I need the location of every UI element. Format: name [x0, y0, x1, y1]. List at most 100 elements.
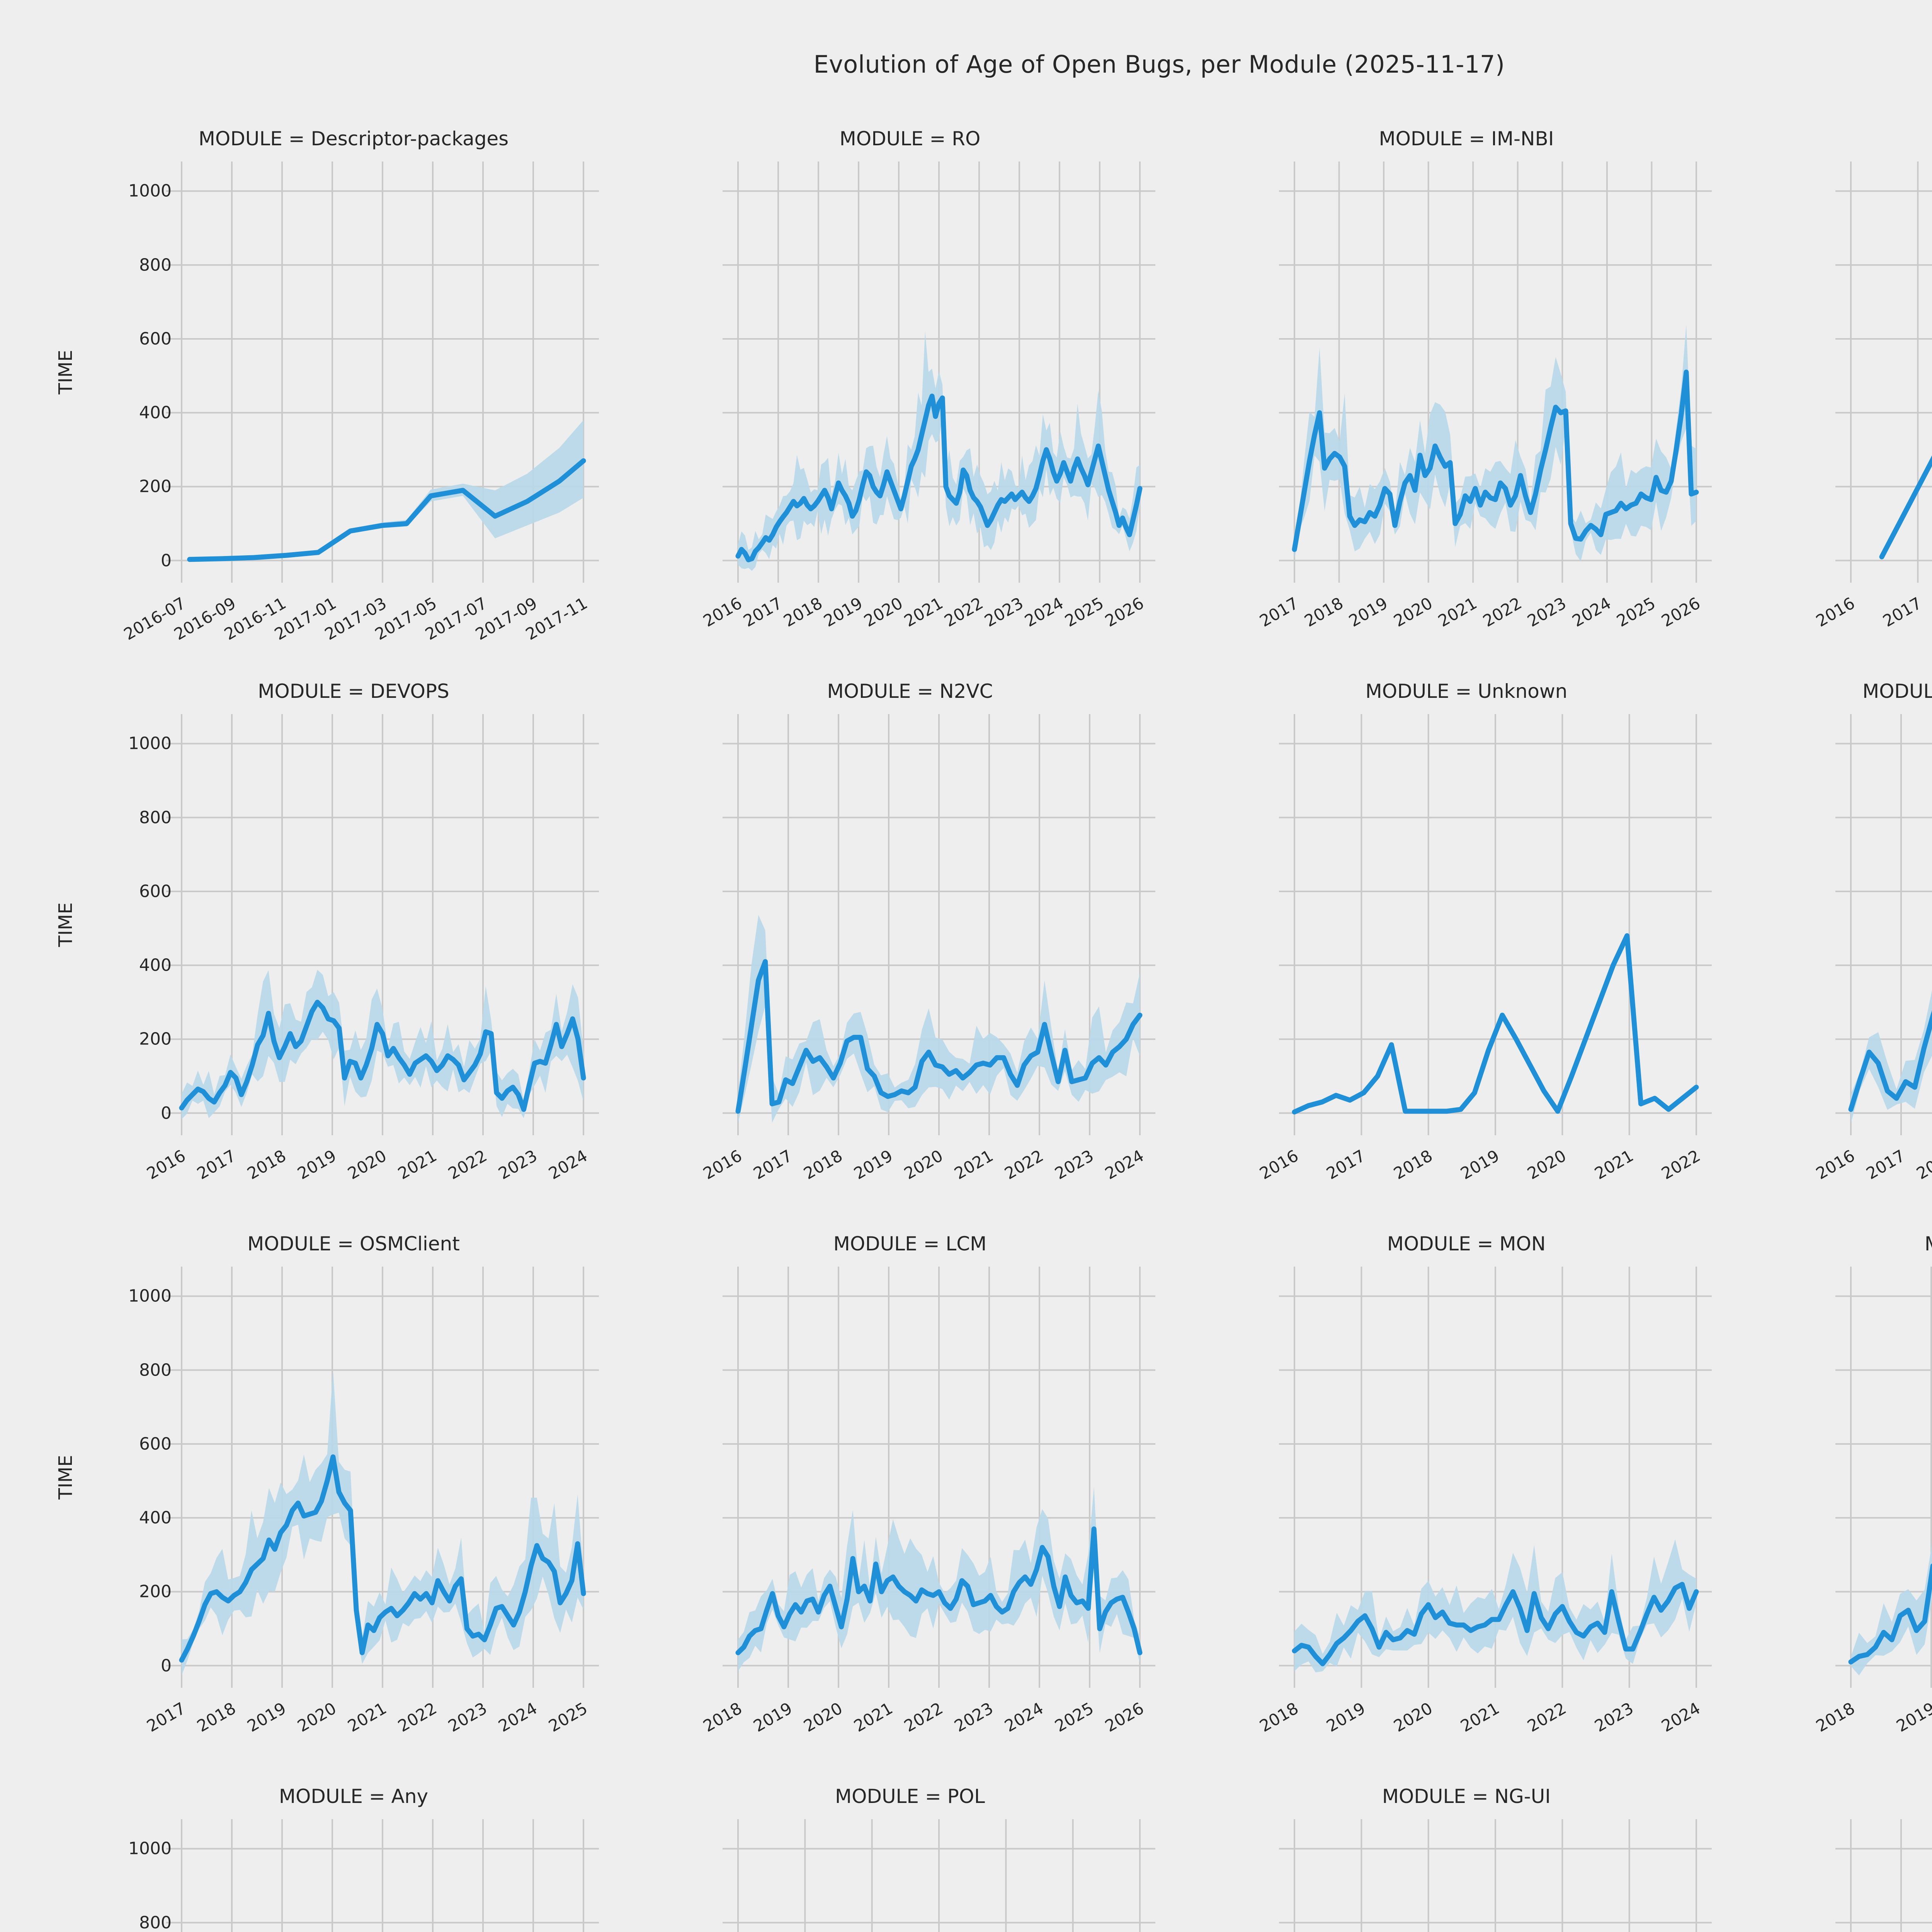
y-tick-label: 600: [139, 1434, 172, 1454]
x-tick-label: 2018: [1301, 594, 1347, 631]
x-tick-label: 2023: [981, 594, 1027, 631]
subplot-title: MODULE = Other: [1747, 128, 1932, 150]
y-tick-label: 200: [139, 1029, 172, 1049]
x-tick-label: 2018: [1256, 1699, 1302, 1736]
x-tick-label: 2021: [1457, 1699, 1503, 1736]
x-tick-label: 2024: [495, 1699, 541, 1736]
x-tick-label: 2017: [194, 1146, 239, 1183]
subplot-panel: MODULE = POL2018201920202021202220232024…: [634, 1785, 1186, 1932]
x-tick-label: 2020: [1524, 1146, 1570, 1183]
y-tick-label: 400: [139, 955, 172, 975]
x-tick-label: 2022: [1658, 1146, 1704, 1183]
x-tick-label: 2016: [1813, 594, 1858, 631]
x-tick-label: 2019: [244, 1699, 289, 1736]
x-tick-label: 2019: [1457, 1146, 1503, 1183]
subplot-title: MODULE = N2VC: [827, 680, 993, 702]
subplot-title: MODULE = POL: [835, 1785, 985, 1808]
subplot-panel: MODULE = PLA2020-072020-102021-012021-04…: [1747, 1785, 1932, 1932]
y-tick-label: 400: [139, 1508, 172, 1528]
x-tick-label: 2022: [1001, 1146, 1047, 1183]
y-tick-label: 1000: [128, 1838, 172, 1859]
x-tick-label: 2019: [750, 1699, 796, 1736]
x-tick-label: 2016: [1256, 1146, 1302, 1183]
plot-area: [723, 1267, 1155, 1688]
x-tick-label: 2021: [395, 1146, 440, 1183]
x-tick-label: 2022: [941, 594, 986, 631]
subplot-panel: MODULE = OSMClient 0 200 400 600 800 1000 TIME 2…: [55, 1233, 630, 1774]
confidence-band: [1294, 325, 1696, 561]
confidence-band: [738, 331, 1140, 571]
x-tick-label: 2018: [800, 1146, 846, 1183]
subplot-panel: MODULE = LCM 2018 2019 2020 2021 2022 2023 2024…: [634, 1233, 1186, 1774]
y-axis-label: TIME: [55, 350, 77, 395]
subplot-title: MODULE = DEVOPS: [258, 680, 449, 702]
x-tick-label: 2018: [780, 594, 826, 631]
x-tick-label: 2025: [1061, 594, 1107, 631]
subplot-title: MODULE = Unknown: [1365, 680, 1568, 702]
x-tick-label: 2021: [901, 594, 946, 631]
x-tick-label: 2025: [1051, 1699, 1097, 1736]
x-tick-label: 2019: [1323, 1699, 1369, 1736]
y-tick-label: 1000: [128, 181, 172, 201]
confidence-band: [189, 420, 583, 560]
y-tick-label: 0: [161, 1103, 172, 1123]
x-tick-label: 2023: [1591, 1699, 1637, 1736]
y-tick-label: 200: [139, 476, 172, 497]
x-tick-label: 2024: [545, 1146, 591, 1183]
confidence-band: [1851, 1930, 1932, 1932]
x-tick-label: 2020: [344, 1146, 390, 1183]
x-tick-label: 2022: [395, 1699, 440, 1736]
x-tick-label: 2025: [1613, 594, 1659, 631]
x-tick-label: 2020: [861, 594, 906, 631]
x-tick-label: 2021: [1591, 1146, 1637, 1183]
plot-area: [1279, 1267, 1712, 1688]
x-tick-label: 2018: [244, 1146, 289, 1183]
x-tick-label: 2024: [1658, 1699, 1704, 1736]
x-tick-label: 2023: [1051, 1146, 1097, 1183]
x-tick-label: 2016: [700, 1146, 745, 1183]
x-tick-label: 2020: [1390, 594, 1436, 631]
x-tick-label: 2026: [1102, 1699, 1147, 1736]
y-tick-label: 600: [139, 329, 172, 349]
x-tick-label: 2019: [294, 1146, 340, 1183]
subplot-panel: MODULE = N2VC 2016 2017 2018 2019 2020 2021 202…: [634, 680, 1186, 1221]
data-line: [1292, 369, 1699, 552]
x-tick-label: 2024: [1001, 1699, 1047, 1736]
x-tick-label: 2024: [1021, 594, 1067, 631]
subplot-title: MODULE = OSMClient: [247, 1233, 460, 1255]
x-tick-label: 2023: [495, 1146, 541, 1183]
subplot-title: MODULE = IM-NBI: [1379, 128, 1554, 150]
subplot-title: MODULE = Documentation / Wiki: [1862, 680, 1932, 702]
y-tick-label: 400: [139, 403, 172, 423]
y-tick-label: 1000: [128, 1286, 172, 1306]
subplot-panel: MODULE = Other20162017201820192020202120…: [1747, 128, 1932, 668]
subplot-panel: MODULE = common201820192020202120222023: [1747, 1233, 1932, 1774]
x-tick-label: 2017: [740, 594, 786, 631]
y-axis-label: TIME: [55, 902, 77, 947]
y-tick-label: 800: [139, 808, 172, 828]
x-tick-label: 2019: [850, 1146, 896, 1183]
x-tick-label: 2021: [344, 1699, 390, 1736]
plot-area: [1279, 1819, 1712, 1932]
subplot-title: MODULE = LCM: [833, 1233, 987, 1255]
x-tick-label: 2020: [901, 1146, 946, 1183]
x-tick-label: 2017: [1879, 594, 1925, 631]
plot-area: [723, 1819, 1155, 1932]
x-tick-label: 2019: [820, 594, 866, 631]
x-tick-label: 2017: [1256, 594, 1302, 631]
subplot-panel: MODULE = Descriptor-packages 0 200 400 600 80…: [55, 128, 630, 668]
y-axis-label: TIME: [55, 1455, 77, 1500]
subplot-title: MODULE = common: [1747, 1233, 1932, 1255]
subplot-title: MODULE = RO: [839, 128, 981, 150]
data-line: [735, 959, 1143, 1114]
x-tick-label: 2018: [1813, 1699, 1858, 1736]
x-tick-label: 2018: [1390, 1146, 1436, 1183]
x-tick-label: 2016: [143, 1146, 189, 1183]
subplot-title: MODULE = Descriptor-packages: [198, 128, 509, 150]
subplot-panel: MODULE = MON 2018 2019 2020 2021 2022 2023 2024: [1190, 1233, 1743, 1774]
figure-title: Evolution of Age of Open Bugs, per Modul…: [813, 50, 1505, 78]
x-tick-label: 2022: [1524, 1699, 1570, 1736]
data-line: [735, 393, 1143, 563]
y-tick-label: 1000: [128, 733, 172, 753]
subplot-title: MODULE = PLA: [1747, 1785, 1932, 1808]
